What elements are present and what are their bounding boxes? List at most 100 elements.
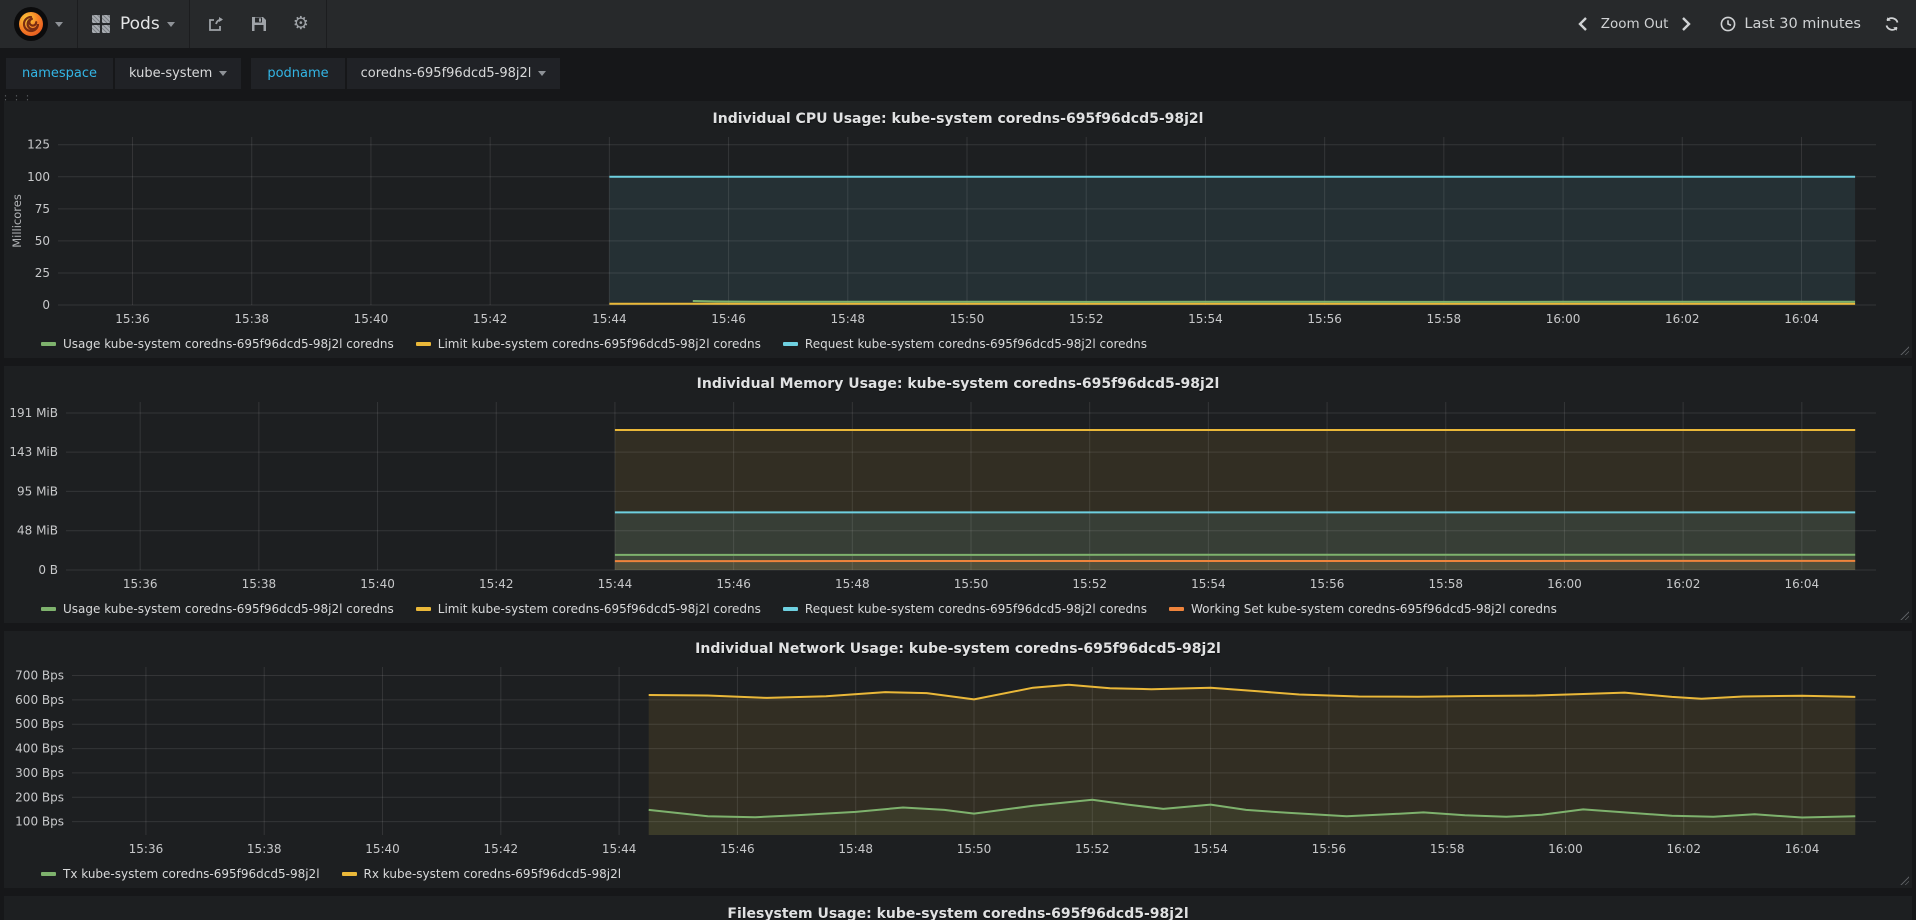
legend-swatch-icon bbox=[782, 607, 798, 611]
share-button[interactable] bbox=[194, 0, 238, 48]
legend-item[interactable]: Working Set kube-system coredns-695f96dc… bbox=[1169, 602, 1557, 616]
settings-button[interactable]: ⚙ bbox=[280, 0, 322, 48]
y-tick-label: 50 bbox=[35, 234, 50, 248]
panel-title-network[interactable]: Individual Network Usage: kube-system co… bbox=[695, 641, 1221, 657]
panel-title-cpu[interactable]: Individual CPU Usage: kube-system coredn… bbox=[712, 111, 1204, 127]
y-tick-label: 500 Bps bbox=[15, 717, 64, 731]
x-tick-label: 15:46 bbox=[720, 842, 755, 856]
legend-item[interactable]: Limit kube-system coredns-695f96dcd5-98j… bbox=[415, 337, 761, 351]
toolbar: ⚙ bbox=[190, 0, 327, 48]
x-tick-label: 15:44 bbox=[592, 312, 627, 326]
x-tick-label: 15:52 bbox=[1075, 842, 1110, 856]
time-back-button[interactable] bbox=[1565, 0, 1601, 48]
panel-title-filesystem[interactable]: Filesystem Usage: kube-system coredns-69… bbox=[727, 906, 1189, 920]
legend-swatch-icon bbox=[782, 342, 798, 346]
x-tick-label: 15:40 bbox=[360, 577, 395, 591]
y-tick-label: 0 B bbox=[38, 563, 58, 577]
line-network bbox=[648, 683, 1856, 701]
variable-namespace-value[interactable]: kube-system bbox=[115, 58, 242, 89]
legend-cpu: Usage kube-system coredns-695f96dcd5-98j… bbox=[5, 335, 1911, 357]
x-tick-label: 15:42 bbox=[479, 577, 514, 591]
y-tick-label: 95 MiB bbox=[17, 484, 58, 498]
x-tick-label: 15:58 bbox=[1430, 842, 1465, 856]
x-tick-label: 15:36 bbox=[115, 312, 150, 326]
x-tick-label: 16:02 bbox=[1665, 312, 1700, 326]
variable-podname-value[interactable]: coredns-695f96dcd5-98j2l bbox=[346, 58, 561, 89]
x-tick-label: 15:52 bbox=[1072, 577, 1107, 591]
y-tick-label: 125 bbox=[27, 138, 50, 152]
chevron-left-icon bbox=[1578, 17, 1587, 31]
x-tick-label: 15:46 bbox=[716, 577, 751, 591]
x-tick-label: 16:02 bbox=[1666, 842, 1701, 856]
legend-label: Limit kube-system coredns-695f96dcd5-98j… bbox=[437, 337, 761, 351]
refresh-button[interactable] bbox=[1871, 0, 1902, 48]
dashboard-grid-icon bbox=[92, 15, 110, 33]
legend-item[interactable]: Tx kube-system coredns-695f96dcd5-98j2l bbox=[41, 867, 320, 881]
y-tick-label: 48 MiB bbox=[17, 524, 58, 538]
legend-label: Request kube-system coredns-695f96dcd5-9… bbox=[804, 337, 1148, 351]
x-tick-label: 16:00 bbox=[1547, 577, 1582, 591]
line-cpu bbox=[692, 300, 1856, 303]
legend-swatch-icon bbox=[1169, 607, 1185, 611]
panel-resize-handle[interactable] bbox=[1899, 345, 1909, 355]
grafana-logo[interactable] bbox=[14, 7, 48, 41]
x-tick-label: 15:58 bbox=[1428, 577, 1463, 591]
x-tick-label: 15:54 bbox=[1191, 577, 1226, 591]
panel-title-memory[interactable]: Individual Memory Usage: kube-system cor… bbox=[696, 376, 1220, 392]
x-tick-label: 15:42 bbox=[473, 312, 508, 326]
x-tick-label: 15:44 bbox=[602, 842, 637, 856]
legend-item[interactable]: Usage kube-system coredns-695f96dcd5-98j… bbox=[41, 602, 394, 616]
logo-dropdown-caret-icon[interactable] bbox=[55, 21, 63, 27]
x-tick-label: 15:56 bbox=[1312, 842, 1347, 856]
x-tick-label: 16:04 bbox=[1784, 312, 1819, 326]
area-memory bbox=[614, 560, 1856, 570]
x-tick-label: 15:40 bbox=[365, 842, 400, 856]
x-tick-label: 16:04 bbox=[1785, 577, 1820, 591]
variable-namespace: namespace kube-system bbox=[6, 58, 242, 89]
legend-item[interactable]: Usage kube-system coredns-695f96dcd5-98j… bbox=[41, 337, 394, 351]
y-tick-label: 0 bbox=[42, 298, 50, 312]
legend-memory: Usage kube-system coredns-695f96dcd5-98j… bbox=[5, 600, 1911, 622]
y-tick-label: 191 MiB bbox=[9, 406, 58, 420]
legend-label: Working Set kube-system coredns-695f96dc… bbox=[1191, 602, 1557, 616]
submenu-variables: namespace kube-system podname coredns-69… bbox=[0, 48, 1916, 101]
legend-item[interactable]: Request kube-system coredns-695f96dcd5-9… bbox=[782, 337, 1148, 351]
x-tick-label: 15:48 bbox=[838, 842, 873, 856]
x-tick-label: 15:44 bbox=[598, 577, 633, 591]
legend-item[interactable]: Rx kube-system coredns-695f96dcd5-98j2l bbox=[341, 867, 621, 881]
chevron-down-icon bbox=[538, 71, 547, 76]
save-icon bbox=[251, 17, 266, 31]
x-tick-label: 15:50 bbox=[957, 842, 992, 856]
legend-item[interactable]: Request kube-system coredns-695f96dcd5-9… bbox=[782, 602, 1148, 616]
chart-memory[interactable]: 0 B 48 MiB 95 MiB 143 MiB 191 MiB 15:36 15:38 1… bbox=[5, 396, 1911, 596]
panel-resize-handle[interactable] bbox=[1899, 610, 1909, 620]
y-tick-label: 400 Bps bbox=[15, 742, 64, 756]
logo-section bbox=[0, 0, 78, 48]
panel-resize-handle[interactable] bbox=[1899, 875, 1909, 885]
time-range-picker[interactable]: Last 30 minutes bbox=[1720, 16, 1861, 32]
time-forward-button[interactable] bbox=[1668, 0, 1704, 48]
legend-swatch-icon bbox=[41, 872, 56, 876]
grafana-logo-icon bbox=[19, 12, 43, 36]
y-tick-label: 75 bbox=[35, 202, 50, 216]
save-button[interactable] bbox=[238, 0, 280, 48]
chart-cpu[interactable]: 0 25 50 75 100 125 15:36 15:38 15:40 15:42 15:44 15… bbox=[5, 131, 1911, 331]
navbar: Pods ⚙ Zoom Out bbox=[0, 0, 1916, 48]
x-tick-label: 15:38 bbox=[247, 842, 282, 856]
dashboard-panels: Individual CPU Usage: kube-system coredn… bbox=[0, 101, 1916, 920]
scrollbar-drag-dots[interactable]: ⋮⋮⋮ bbox=[0, 93, 33, 106]
x-tick-label: 15:48 bbox=[830, 312, 865, 326]
x-tick-label: 15:50 bbox=[950, 312, 985, 326]
dashboard-picker[interactable]: Pods bbox=[78, 0, 190, 48]
legend-item[interactable]: Limit kube-system coredns-695f96dcd5-98j… bbox=[415, 602, 761, 616]
x-tick-label: 15:54 bbox=[1193, 842, 1228, 856]
refresh-icon bbox=[1885, 17, 1899, 31]
legend-label: Request kube-system coredns-695f96dcd5-9… bbox=[804, 602, 1148, 616]
x-tick-label: 15:42 bbox=[484, 842, 519, 856]
chart-network[interactable]: 100 Bps 200 Bps 300 Bps 400 Bps 500 Bps 600 B… bbox=[5, 661, 1911, 861]
zoom-out-button[interactable]: Zoom Out bbox=[1600, 16, 1669, 32]
legend-swatch-icon bbox=[341, 872, 357, 876]
x-tick-label: 15:52 bbox=[1069, 312, 1104, 326]
variable-podname-label: podname bbox=[251, 58, 345, 89]
x-tick-label: 15:50 bbox=[954, 577, 989, 591]
